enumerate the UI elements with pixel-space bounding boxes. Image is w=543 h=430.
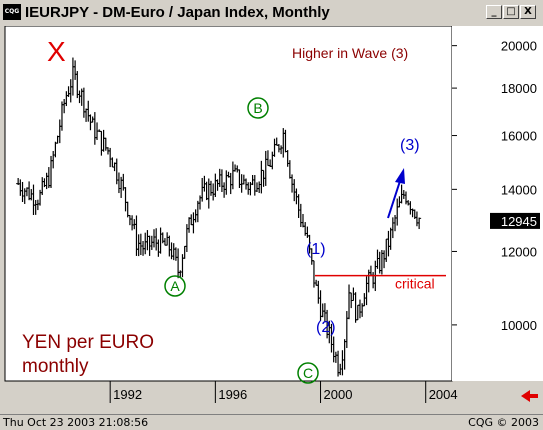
app-icon[interactable]: CQG: [3, 4, 21, 20]
y-tick-label: 20000: [501, 39, 537, 54]
y-tick-label: 12000: [501, 244, 537, 259]
plot-area: [4, 25, 453, 382]
x-mark: X: [47, 36, 66, 67]
wave-a-marker: A: [164, 275, 186, 297]
close-button[interactable]: X: [520, 5, 536, 19]
wave-3-label: (3): [400, 137, 420, 154]
x-axis: 1992 1996 2000 2004: [109, 381, 458, 403]
critical-label: critical: [395, 276, 435, 292]
unit-label: YEN per EURO: [22, 332, 154, 353]
wave-3-arrow: [387, 168, 405, 219]
y-tick-label: 14000: [501, 182, 537, 197]
x-tick-label: 2004: [429, 387, 458, 402]
price-axis: [452, 26, 543, 381]
copyright: CQG © 2003: [468, 416, 539, 429]
x-tick-label: 1996: [218, 387, 247, 402]
wave-b-label: B: [253, 100, 262, 116]
scroll-right-arrow-icon[interactable]: [521, 390, 538, 402]
wave-1-label: (1): [306, 241, 326, 258]
wave-a-label: A: [170, 278, 180, 294]
x-tick-label: 2000: [324, 387, 353, 402]
interval-label: monthly: [22, 356, 89, 377]
chart-svg: 10000 12000 14000 16000 18000 20000 1992 1996 2…: [0, 25, 543, 414]
wave-c-marker: C: [297, 362, 319, 384]
wave-2-label: (2): [316, 319, 336, 336]
x-tick-label: 1992: [113, 387, 142, 402]
status-bar: Thu Oct 23 2003 21:08:56 CQG © 2003: [0, 414, 543, 430]
window-title: IEURJPY - DM-Euro / Japan Index, Monthly: [25, 4, 330, 21]
last-price-value: 12945: [501, 214, 537, 229]
title-bar: CQG IEURJPY - DM-Euro / Japan Index, Mon…: [0, 0, 543, 26]
price-bars: [16, 57, 422, 377]
y-tick-label: 18000: [501, 81, 537, 96]
price-bar: [417, 217, 422, 230]
y-tick-label: 10000: [501, 318, 537, 333]
y-axis: 10000 12000 14000 16000 18000 20000: [452, 39, 537, 333]
wave-c-label: C: [303, 365, 313, 381]
y-tick-label: 16000: [501, 129, 537, 144]
last-price-box: 12945: [490, 212, 540, 229]
chart-area[interactable]: 10000 12000 14000 16000 18000 20000 1992 1996 2…: [0, 25, 543, 414]
minimize-button[interactable]: _: [486, 5, 502, 19]
maximize-button[interactable]: □: [503, 5, 519, 19]
wave-3-note: Higher in Wave (3): [292, 45, 408, 61]
wave-b-marker: B: [247, 97, 269, 119]
timestamp: Thu Oct 23 2003 21:08:56: [3, 416, 149, 429]
